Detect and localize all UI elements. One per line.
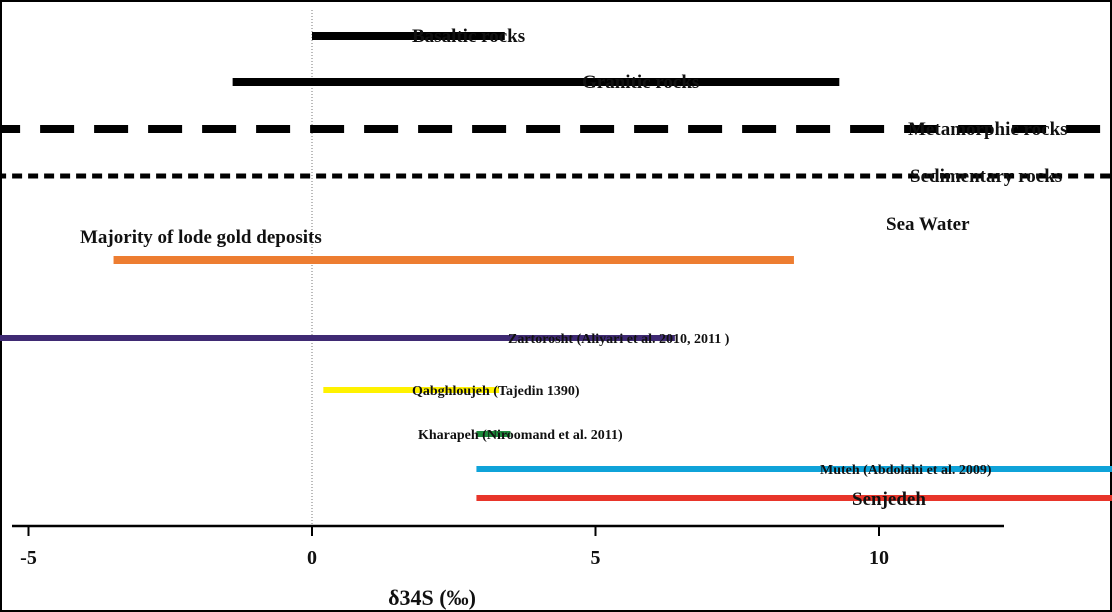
- label-muteh-abdolahi-et-al-2009: Muteh (Abdolahi et al. 2009): [820, 463, 992, 478]
- label-metamorphic-rocks: Metamorphic rocks: [908, 119, 1068, 140]
- x-tick-label: 10: [869, 547, 889, 569]
- label-zartorosht-aliyari-et-al-2010-2011: Zartorosht (Aliyari et al. 2010, 2011 ): [508, 332, 730, 347]
- label-majority-of-lode-gold-deposits: Majority of lode gold deposits: [80, 227, 322, 248]
- x-tick-label: -5: [20, 547, 37, 569]
- x-axis-title: δ34S (‰): [388, 585, 476, 610]
- label-sedimentary-rocks: Sedimentary rocks: [910, 166, 1062, 187]
- label-granitic-rocks: Granitic rocks: [582, 72, 699, 93]
- x-tick-label: 0: [307, 547, 317, 569]
- label-qabghloujeh-tajedin-1390: Qabghloujeh (Tajedin 1390): [412, 384, 580, 399]
- label-basaltic-rocks: Basaltic rocks: [412, 26, 525, 47]
- label-kharapeh-niroomand-et-al-2011: Kharapeh (Niroomand et al. 2011): [418, 428, 623, 443]
- x-tick-label: 5: [591, 547, 601, 569]
- label-senjedeh: Senjedeh: [852, 489, 926, 510]
- label-sea-water: Sea Water: [886, 214, 970, 235]
